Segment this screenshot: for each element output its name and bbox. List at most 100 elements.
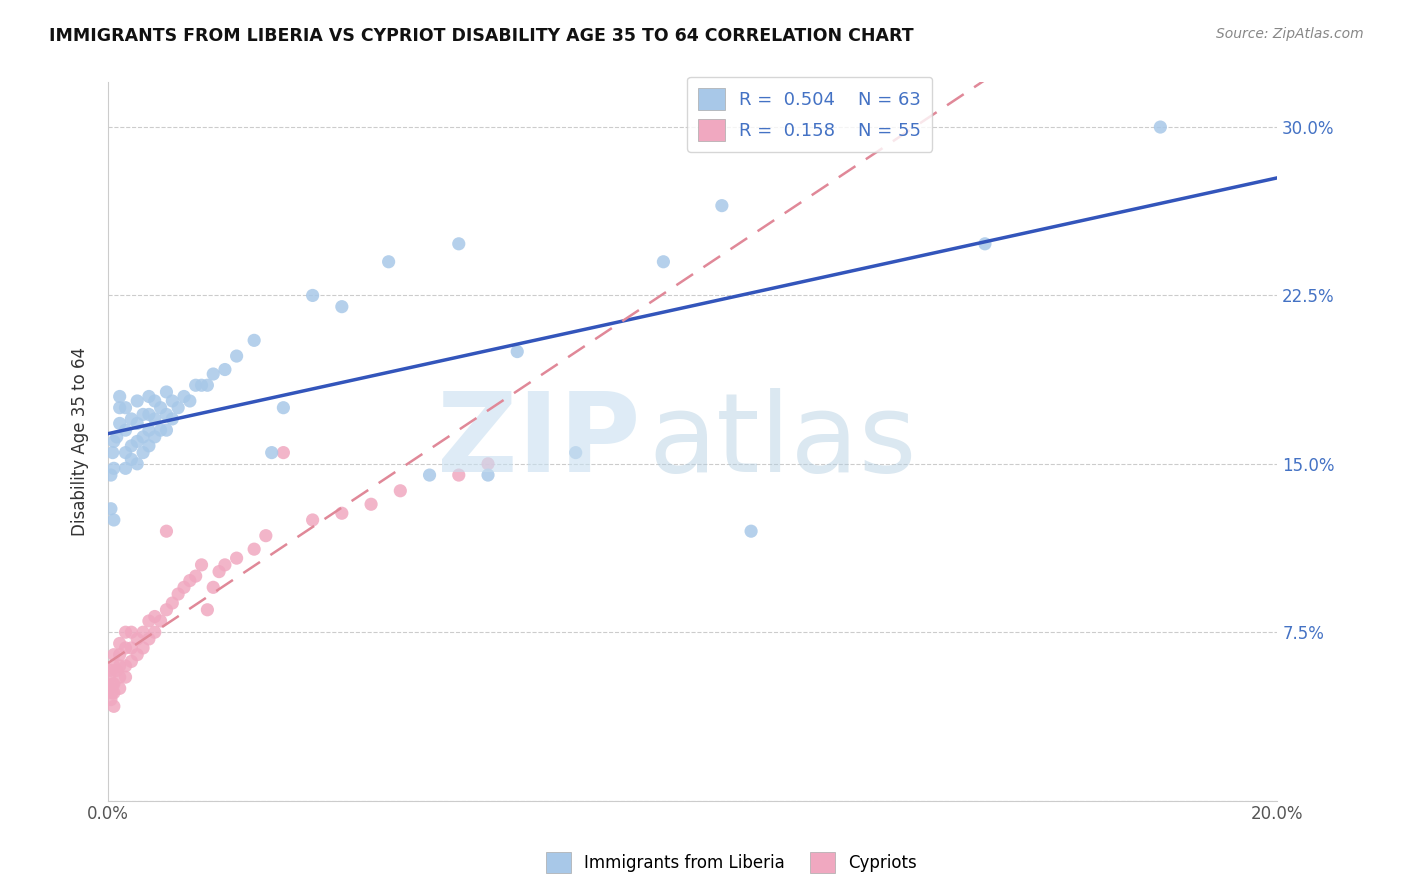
Point xyxy=(120,625,142,640)
Point xyxy=(214,558,236,572)
Point xyxy=(184,378,207,392)
Point xyxy=(149,401,172,415)
Text: Source: ZipAtlas.com: Source: ZipAtlas.com xyxy=(1216,27,1364,41)
Point xyxy=(108,389,131,403)
Point xyxy=(100,501,122,516)
Point xyxy=(190,558,212,572)
Point xyxy=(273,401,295,415)
Point xyxy=(974,236,997,251)
Point xyxy=(132,640,155,655)
Point xyxy=(103,434,125,449)
Point xyxy=(506,344,529,359)
Point xyxy=(143,394,166,409)
Point xyxy=(132,445,155,459)
Legend: R =  0.504    N = 63, R =  0.158    N = 55: R = 0.504 N = 63, R = 0.158 N = 55 xyxy=(688,77,932,152)
Point xyxy=(149,614,172,628)
Legend: Immigrants from Liberia, Cypriots: Immigrants from Liberia, Cypriots xyxy=(538,846,924,880)
Point xyxy=(108,648,131,662)
Point xyxy=(103,513,125,527)
Point xyxy=(114,625,136,640)
Point xyxy=(173,580,195,594)
Point xyxy=(447,236,470,251)
Point xyxy=(108,659,131,673)
Point xyxy=(143,625,166,640)
Point xyxy=(260,445,283,459)
Point xyxy=(195,378,218,392)
Point xyxy=(155,603,177,617)
Point xyxy=(108,417,131,431)
Point xyxy=(149,423,172,437)
Point xyxy=(202,367,225,381)
Point xyxy=(114,423,136,437)
Point xyxy=(103,461,125,475)
Point xyxy=(155,524,177,539)
Point xyxy=(138,439,160,453)
Point xyxy=(138,408,160,422)
Point xyxy=(225,551,247,566)
Point xyxy=(100,468,122,483)
Point xyxy=(301,288,323,302)
Point xyxy=(105,430,128,444)
Point xyxy=(120,640,142,655)
Point xyxy=(564,445,586,459)
Point xyxy=(202,580,225,594)
Point xyxy=(103,659,125,673)
Point xyxy=(1149,120,1171,134)
Point xyxy=(120,439,142,453)
Point xyxy=(155,408,177,422)
Point xyxy=(190,378,212,392)
Point xyxy=(477,468,499,483)
Point xyxy=(103,686,125,700)
Point xyxy=(114,445,136,459)
Point xyxy=(377,254,399,268)
Point xyxy=(162,412,184,426)
Y-axis label: Disability Age 35 to 64: Disability Age 35 to 64 xyxy=(72,347,89,536)
Point xyxy=(419,468,441,483)
Point xyxy=(132,430,155,444)
Point xyxy=(103,699,125,714)
Text: IMMIGRANTS FROM LIBERIA VS CYPRIOT DISABILITY AGE 35 TO 64 CORRELATION CHART: IMMIGRANTS FROM LIBERIA VS CYPRIOT DISAB… xyxy=(49,27,914,45)
Text: atlas: atlas xyxy=(648,388,917,495)
Point xyxy=(108,681,131,696)
Point xyxy=(108,636,131,650)
Point xyxy=(100,692,122,706)
Point xyxy=(105,664,128,678)
Point xyxy=(477,457,499,471)
Point xyxy=(652,254,675,268)
Point xyxy=(143,412,166,426)
Point xyxy=(447,468,470,483)
Point xyxy=(710,199,733,213)
Point xyxy=(360,497,382,511)
Point xyxy=(120,452,142,467)
Point xyxy=(132,408,155,422)
Point xyxy=(114,670,136,684)
Point xyxy=(740,524,762,539)
Point xyxy=(114,461,136,475)
Point xyxy=(114,640,136,655)
Point xyxy=(162,394,184,409)
Point xyxy=(155,384,177,399)
Point xyxy=(155,423,177,437)
Point xyxy=(330,506,353,520)
Point xyxy=(167,587,190,601)
Point xyxy=(173,389,195,403)
Point xyxy=(127,632,149,646)
Point xyxy=(101,677,124,691)
Point xyxy=(184,569,207,583)
Point xyxy=(127,434,149,449)
Point xyxy=(273,445,295,459)
Point xyxy=(301,513,323,527)
Point xyxy=(101,686,124,700)
Point xyxy=(214,362,236,376)
Point xyxy=(100,664,122,678)
Point xyxy=(127,457,149,471)
Point xyxy=(132,625,155,640)
Point xyxy=(179,394,201,409)
Point xyxy=(179,574,201,588)
Point xyxy=(120,654,142,668)
Point xyxy=(108,670,131,684)
Point xyxy=(98,681,121,696)
Point xyxy=(254,529,277,543)
Point xyxy=(243,334,266,348)
Point xyxy=(138,614,160,628)
